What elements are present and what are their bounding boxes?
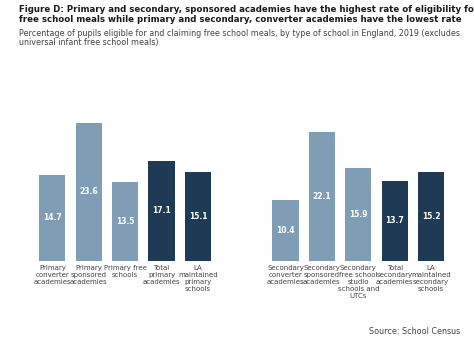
Text: 15.2: 15.2 bbox=[422, 212, 440, 221]
Text: 15.1: 15.1 bbox=[189, 212, 207, 221]
Text: 13.7: 13.7 bbox=[385, 216, 404, 225]
Bar bbox=[76, 123, 102, 261]
Text: Percentage of pupils eligible for and claiming free school meals, by type of sch: Percentage of pupils eligible for and cl… bbox=[19, 29, 460, 38]
Bar bbox=[112, 182, 138, 261]
Bar bbox=[273, 200, 299, 261]
Text: free school meals while primary and secondary, converter academies have the lowe: free school meals while primary and seco… bbox=[19, 15, 462, 24]
Text: Source: School Census: Source: School Census bbox=[368, 327, 460, 336]
Text: 13.5: 13.5 bbox=[116, 217, 135, 226]
Bar bbox=[382, 181, 408, 261]
Text: 23.6: 23.6 bbox=[80, 187, 98, 196]
Bar bbox=[345, 168, 372, 261]
Text: 17.1: 17.1 bbox=[152, 206, 171, 215]
Bar bbox=[148, 161, 175, 261]
Bar bbox=[39, 175, 65, 261]
Text: 15.9: 15.9 bbox=[349, 210, 367, 219]
Bar bbox=[309, 131, 335, 261]
Text: 10.4: 10.4 bbox=[276, 226, 295, 235]
Text: Figure D: Primary and secondary, sponsored academies have the highest rate of el: Figure D: Primary and secondary, sponsor… bbox=[19, 5, 474, 14]
Bar bbox=[185, 173, 211, 261]
Text: 22.1: 22.1 bbox=[312, 192, 331, 201]
Text: universal infant free school meals): universal infant free school meals) bbox=[19, 38, 158, 47]
Bar bbox=[418, 172, 444, 261]
Text: 14.7: 14.7 bbox=[43, 213, 62, 222]
